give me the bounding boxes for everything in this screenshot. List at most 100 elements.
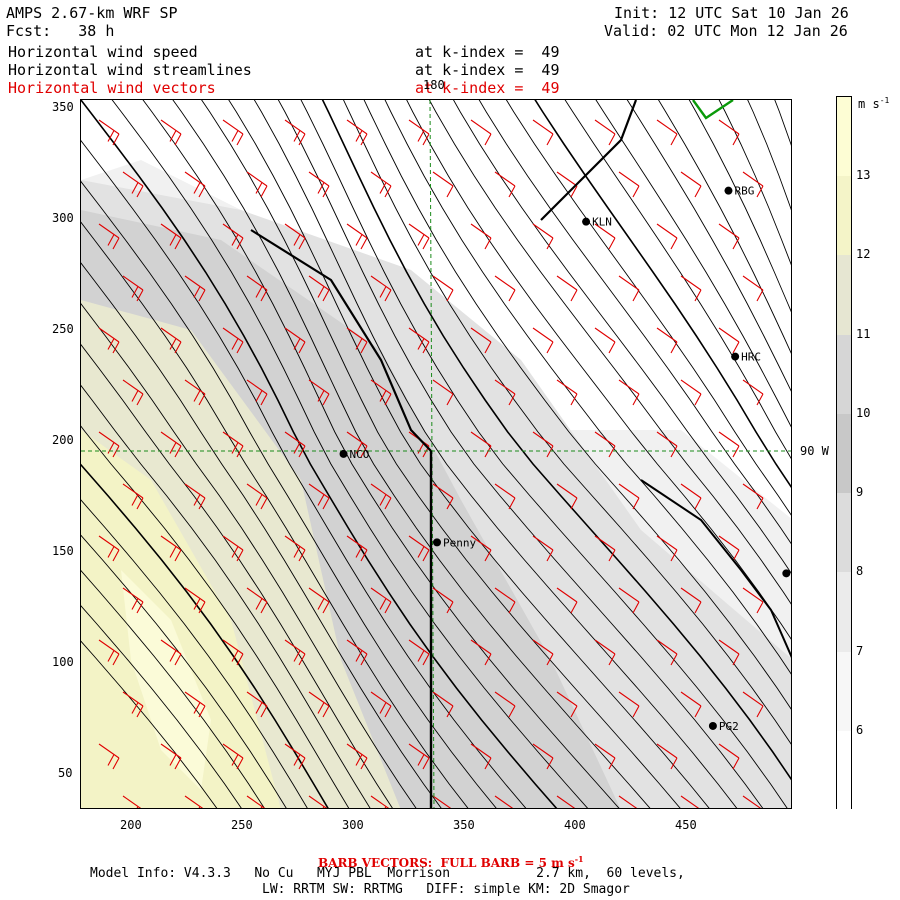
streamline — [81, 303, 417, 808]
field-speed-level: at k-index = 49 — [415, 43, 560, 61]
wind-barb — [160, 535, 182, 562]
wind-speed-colorbar — [836, 96, 852, 811]
x-tick-450: 450 — [675, 818, 697, 832]
wind-barb — [370, 171, 392, 198]
shade-calm — [411, 100, 791, 400]
wind-barb — [98, 639, 120, 666]
wind-barb — [284, 639, 306, 666]
streamline — [384, 100, 791, 675]
map-features — [250, 100, 791, 808]
streamline — [81, 570, 265, 808]
colorbar-label: 6 — [856, 722, 864, 737]
wind-barb — [432, 379, 454, 406]
wind-barb — [680, 587, 702, 614]
colorbar-label: 9 — [856, 485, 864, 500]
streamline — [626, 100, 791, 392]
streamline — [453, 100, 791, 574]
wind-barb — [98, 327, 120, 354]
wind-barb — [494, 379, 516, 406]
station-label: NCO — [350, 448, 370, 461]
colorbar-segment — [837, 572, 851, 653]
wind-barb — [408, 535, 430, 562]
model-title: AMPS 2.67-km WRF SP — [6, 4, 178, 22]
station-label: HRC — [741, 351, 761, 364]
streamline — [81, 262, 442, 808]
wind-barb — [618, 275, 640, 302]
wind-barb — [284, 743, 306, 770]
wind-barb — [284, 223, 306, 250]
stations: RBG KLN HRC NCO Penny PG2 — [339, 185, 791, 733]
colorbar-label: 7 — [856, 643, 864, 658]
station-label: RBG — [734, 185, 754, 198]
wind-barb — [408, 223, 430, 250]
wind-barb — [742, 171, 764, 198]
wind-barb — [532, 327, 554, 354]
field-streamlines-name: Horizontal wind streamlines — [8, 61, 252, 79]
wind-barb — [532, 743, 554, 770]
wind-barb — [222, 223, 244, 250]
wind-barb — [370, 275, 392, 302]
wind-barb — [222, 119, 244, 146]
wind-barb — [370, 483, 392, 510]
wind-barb — [122, 483, 144, 510]
wind-barb — [742, 795, 762, 808]
wind-barb — [122, 587, 144, 614]
colorbar-segment — [837, 413, 851, 495]
barb-note: BARB VECTORS: FULL BARB = 5 m s-1 — [318, 854, 584, 870]
wind-barb — [656, 431, 678, 458]
wind-barb — [470, 743, 492, 770]
wind-barb — [656, 535, 678, 562]
station-dot — [731, 352, 740, 361]
wind-barb — [432, 483, 454, 510]
wind-barb — [184, 691, 206, 718]
wind-barb — [184, 587, 206, 614]
colorbar-segment — [837, 493, 851, 574]
streamline — [201, 100, 681, 808]
field-streamlines-level: at k-index = 49 — [415, 61, 560, 79]
streamline — [343, 100, 791, 745]
wind-barb — [618, 691, 640, 718]
wind-barb — [308, 587, 330, 614]
wind-barb — [160, 327, 182, 354]
wind-barb — [470, 535, 492, 562]
wind-barb — [246, 691, 268, 718]
x-tick-250: 250 — [231, 818, 253, 832]
wind-barb — [432, 171, 454, 198]
wind-barb — [556, 587, 578, 614]
wind-barb — [718, 327, 740, 354]
colorbar-segment — [837, 334, 851, 415]
wind-barb — [618, 171, 640, 198]
streamline — [81, 499, 308, 808]
wind-barb — [556, 795, 576, 808]
streamline — [688, 100, 791, 313]
streamline — [505, 100, 791, 516]
streamline — [81, 425, 350, 808]
wind-barbs — [98, 119, 764, 808]
wind-barb — [718, 535, 740, 562]
wind-barb — [246, 795, 266, 808]
init-time: Init: 12 UTC Sat 10 Jan 26 — [614, 4, 849, 22]
wind-barb — [370, 587, 392, 614]
wind-barb — [122, 691, 144, 718]
wind-barb — [408, 119, 430, 146]
wind-barb — [160, 743, 182, 770]
wind-barb — [284, 535, 306, 562]
wind-barb — [122, 379, 144, 406]
colorbar-label: 13 — [856, 168, 871, 183]
wind-barb — [718, 119, 740, 146]
wind-barb — [370, 691, 392, 718]
wind-barb — [618, 483, 640, 510]
wind-barb — [308, 171, 330, 198]
streamline — [277, 100, 764, 808]
wind-barb — [222, 743, 244, 770]
colorbar-segment — [837, 730, 851, 811]
wind-barb — [742, 483, 764, 510]
wind-barb — [346, 119, 368, 146]
wind-barb — [680, 795, 700, 808]
wind-barb — [718, 223, 740, 250]
x-tick-350: 350 — [453, 818, 475, 832]
streamline — [228, 100, 710, 808]
gridline-label-90w: 90 W — [800, 444, 829, 458]
map-panel: RBG KLN HRC NCO Penny PG2 — [80, 99, 792, 809]
